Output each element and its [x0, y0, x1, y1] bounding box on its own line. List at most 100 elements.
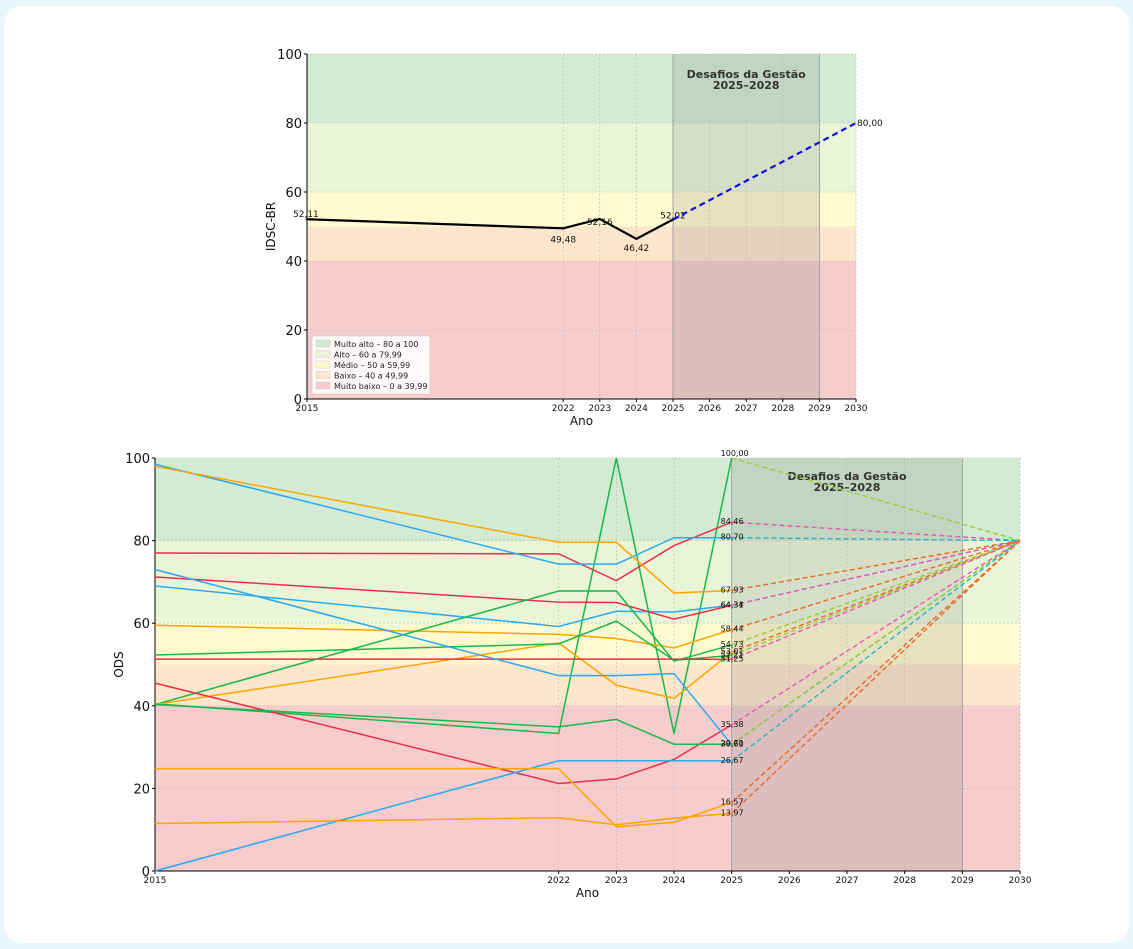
ods-label-13: 29,70 [721, 739, 744, 748]
idsc-label-3: 46,42 [624, 244, 650, 254]
band-0 [307, 54, 856, 123]
ods-line-11 [154, 682, 733, 785]
ods-line-14 [154, 759, 732, 872]
x-tick-label-4: 2025 [662, 404, 685, 414]
idsc-point-0 [305, 218, 309, 221]
x-tick-label-7: 2028 [771, 404, 794, 414]
band-3 [307, 226, 856, 261]
x-tick-label-9: 2030 [1009, 876, 1032, 886]
idsc-projection-line [672, 122, 857, 221]
x-tick-label-8: 2029 [951, 876, 974, 886]
x-axis-label: Ano [576, 886, 599, 900]
ods-projection-14 [731, 540, 1021, 762]
period-title: Desafios da Gestão [687, 68, 806, 81]
legend-entry-4: Muito baixo – 0 a 39,99 [334, 382, 427, 391]
ods-line-2 [154, 463, 732, 565]
x-tick-label-2: 2023 [588, 404, 611, 414]
ods-label-12: 30,61 [721, 740, 744, 749]
legend-swatch-2 [315, 360, 331, 369]
y-tick-label-0: 0 [294, 393, 302, 408]
y-tick-label-5: 100 [277, 48, 302, 63]
ods-projection-11 [731, 540, 1021, 726]
ods-label-16: 13,97 [721, 808, 744, 817]
x-tick-label-6: 2027 [735, 404, 758, 414]
ods-label-3: 67,93 [721, 585, 744, 594]
x-tick-label-6: 2027 [836, 876, 859, 886]
period-title-2: Desafios da Gestão [787, 470, 906, 483]
legend-swatch-4 [315, 381, 331, 390]
y-tick-label-3: 60 [133, 617, 150, 632]
period-years-2: 2025–2028 [814, 481, 881, 494]
ods-projection-10 [731, 539, 1021, 660]
legend-swatch-1 [315, 350, 331, 358]
ods-projection-7 [731, 539, 1021, 646]
idsc-projection-label: 80,00 [857, 119, 883, 129]
x-tick-label-5: 2026 [778, 876, 801, 886]
x-axis-label: Ano [570, 414, 593, 428]
ods-label-2: 80,70 [721, 533, 744, 542]
y-tick-label-1: 20 [133, 782, 150, 797]
x-tick-label-1: 2022 [552, 404, 575, 414]
ods-line-5 [154, 576, 732, 620]
legend-entry-2: Médio – 50 a 59,99 [334, 360, 410, 370]
idsc-point-3 [635, 237, 638, 241]
idsc-label-4: 52,02 [660, 212, 686, 222]
idsc-label-1: 49,48 [550, 235, 576, 245]
ods-line-13 [154, 703, 732, 745]
ods-label-6: 58,44 [721, 625, 744, 634]
y-axis-label: IDSC-BR [264, 202, 278, 251]
ods-line-6 [154, 624, 732, 649]
ods-projection-6 [731, 539, 1021, 631]
ods-line-12 [154, 568, 733, 746]
x-tick-label-5: 2026 [698, 404, 721, 414]
ods-projection-1 [731, 521, 1021, 542]
x-tick-label-9: 2030 [845, 404, 868, 414]
chart-2: 2015 2022 2023 2024 2025 2026 2027 2028 2029 2030… [112, 449, 1032, 900]
idsc-point-1 [562, 227, 565, 230]
ods-label-10: 51,25 [721, 654, 744, 663]
y-tick-label-2: 40 [133, 700, 150, 715]
ods-label-9: 52,21 [721, 650, 744, 659]
ods-label-5: 64,31 [721, 600, 744, 609]
legend-entry-3: Baixo – 40 a 49,99 [334, 372, 408, 381]
x-tick-label-2: 2023 [605, 876, 628, 886]
ods-label-11: 35,38 [721, 720, 744, 729]
period-years: 2025–2028 [713, 79, 780, 92]
ods-projection-2 [731, 537, 1021, 542]
y-tick-label-3: 60 [285, 186, 302, 201]
y-axis-label: ODS [112, 651, 126, 677]
x-tick-label-3: 2024 [663, 876, 686, 886]
ods-projection-0 [731, 457, 1021, 542]
ods-label-0: 100,00 [721, 449, 749, 458]
ods-projection-13 [731, 540, 1021, 745]
x-tick-label-0: 2015 [144, 876, 167, 886]
legend-box [311, 335, 431, 395]
y-tick-label-5: 100 [125, 452, 150, 467]
ods-line-8 [154, 642, 733, 706]
ods-projection-3 [731, 539, 1021, 592]
legend-swatch-3 [315, 371, 331, 379]
legend-swatch-0 [315, 339, 331, 348]
x-tick-label-7: 2028 [893, 876, 916, 886]
idsc-label-2: 52,16 [587, 218, 613, 228]
y-tick-label-1: 20 [285, 324, 302, 339]
ods-line-7 [154, 590, 732, 706]
ods-projection-16 [731, 540, 1021, 814]
ods-projection-5 [731, 539, 1021, 607]
x-tick-label-1: 2022 [547, 876, 570, 886]
chart-1: 2015 2022 2023 2024 2025 2026 2027 2028 2029 2030… [264, 48, 883, 428]
ods-line-3 [154, 465, 732, 594]
x-tick-label-3: 2024 [625, 404, 648, 414]
band-2 [307, 192, 856, 227]
y-tick-label-2: 40 [285, 255, 302, 270]
ods-line-16 [154, 812, 732, 826]
ods-line-4 [154, 585, 732, 628]
y-tick-label-4: 80 [133, 535, 150, 550]
idsc-point-2 [598, 217, 601, 221]
band-1 [155, 540, 1020, 624]
ods-projection-15 [731, 540, 1021, 804]
x-tick-label-0: 2015 [296, 404, 319, 414]
ods-label-1: 84,46 [721, 517, 744, 526]
x-tick-label-4: 2025 [720, 876, 743, 886]
